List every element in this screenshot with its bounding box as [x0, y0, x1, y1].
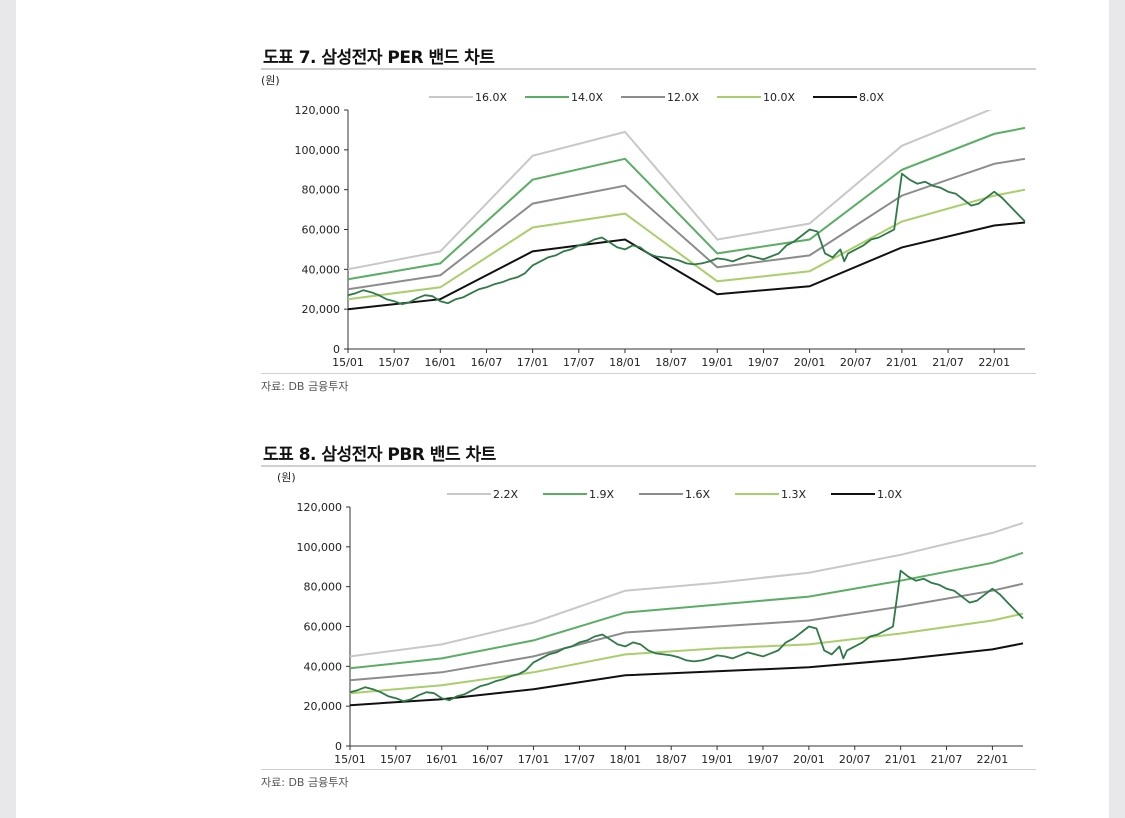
legend-label: 14.0X: [571, 91, 603, 104]
figure-title: 도표 8. 삼성전자 PBR 밴드 차트: [263, 445, 496, 465]
x-tick-label: 17/07: [563, 356, 595, 369]
x-tick-label: 20/07: [839, 753, 871, 766]
x-tick-label: 15/07: [378, 356, 410, 369]
series-line-10.0X: [348, 188, 1026, 301]
legend-label: 2.2X: [493, 488, 518, 501]
legend-label: 16.0X: [475, 91, 507, 104]
y-tick-label: 80,000: [304, 581, 343, 594]
x-tick-label: 19/01: [701, 753, 733, 766]
x-tick-label: 21/07: [932, 356, 964, 369]
y-tick-label: 40,000: [304, 660, 343, 673]
legend-label: 1.0X: [877, 488, 902, 501]
x-tick-label: 18/07: [655, 753, 687, 766]
x-tick-label: 22/01: [978, 356, 1010, 369]
y-tick-label: 100,000: [297, 541, 343, 554]
y-tick-label: 120,000: [295, 104, 341, 117]
title-divider: [261, 68, 1036, 70]
source-divider: [261, 769, 1036, 770]
x-tick-label: 21/01: [886, 356, 918, 369]
x-tick-label: 19/01: [701, 356, 733, 369]
title-divider: [261, 465, 1036, 467]
x-tick-label: 18/01: [609, 356, 641, 369]
x-tick-label: 17/01: [517, 356, 549, 369]
source-note: 자료: DB 금융투자: [261, 776, 349, 789]
y-tick-label: 100,000: [295, 144, 341, 157]
x-tick-label: 19/07: [747, 753, 779, 766]
legend-label: 1.9X: [589, 488, 614, 501]
x-tick-label: 20/01: [794, 356, 826, 369]
series-line-14.0X: [348, 126, 1026, 281]
series-line-12.0X: [348, 157, 1026, 291]
legend-label: 10.0X: [763, 91, 795, 104]
x-tick-label: 20/07: [840, 356, 872, 369]
x-tick-label: 17/01: [518, 753, 550, 766]
x-tick-label: 21/07: [931, 753, 963, 766]
y-tick-label: 20,000: [302, 303, 341, 316]
legend-label: 12.0X: [667, 91, 699, 104]
y-tick-label: 20,000: [304, 700, 343, 713]
series-group: [348, 110, 1026, 311]
price-line: [350, 569, 1024, 703]
series-line-1.3X: [350, 612, 1024, 695]
price-line: [348, 172, 1026, 306]
figure-title: 도표 7. 삼성전자 PER 밴드 차트: [263, 48, 495, 68]
x-tick-label: 17/07: [564, 753, 596, 766]
x-tick-label: 16/07: [471, 356, 503, 369]
series-line-2.2X: [350, 521, 1024, 658]
legend-label: 1.3X: [781, 488, 806, 501]
document-page: 도표 7. 삼성전자 PER 밴드 차트 (원) 0 20,000 40,000 60…: [16, 0, 1109, 818]
series-line-1.0X: [350, 642, 1024, 707]
y-tick-label: 60,000: [304, 621, 343, 634]
x-tick-label: 22/01: [977, 753, 1009, 766]
x-tick-label: 19/07: [748, 356, 780, 369]
y-tick-label: 120,000: [297, 501, 343, 514]
per-band-chart: 0 20,000 40,000 60,000 80,000 100,000 120,000 1…: [295, 91, 1026, 369]
x-tick-label: 16/07: [472, 753, 504, 766]
series-line-16.0X: [348, 110, 992, 271]
x-tick-label: 16/01: [424, 356, 456, 369]
y-tick-label: 0: [335, 740, 342, 753]
legend-label: 1.6X: [685, 488, 710, 501]
y-tick-label: 80,000: [302, 184, 341, 197]
legend-label: 8.0X: [859, 91, 884, 104]
x-tick-label: 15/01: [332, 356, 364, 369]
x-tick-label: 21/01: [885, 753, 917, 766]
source-divider: [261, 373, 1036, 374]
series-line-1.9X: [350, 551, 1024, 670]
y-tick-label: 40,000: [302, 263, 341, 276]
y-tick-label: 0: [333, 343, 340, 356]
x-tick-label: 15/07: [380, 753, 412, 766]
unit-label: (원): [261, 74, 280, 87]
series-group: [350, 521, 1024, 707]
source-note: 자료: DB 금융투자: [261, 380, 349, 393]
x-tick-label: 16/01: [426, 753, 458, 766]
x-tick-label: 18/01: [609, 753, 641, 766]
y-tick-label: 60,000: [302, 224, 341, 237]
series-line-8.0X: [348, 221, 1026, 311]
pbr-band-chart: 0 20,000 40,000 60,000 80,000 100,000 120,000 1…: [297, 488, 1024, 766]
x-tick-label: 18/07: [655, 356, 687, 369]
unit-label: (원): [277, 471, 296, 484]
x-tick-label: 20/01: [793, 753, 825, 766]
series-line-1.6X: [350, 582, 1024, 682]
x-tick-label: 15/01: [334, 753, 366, 766]
